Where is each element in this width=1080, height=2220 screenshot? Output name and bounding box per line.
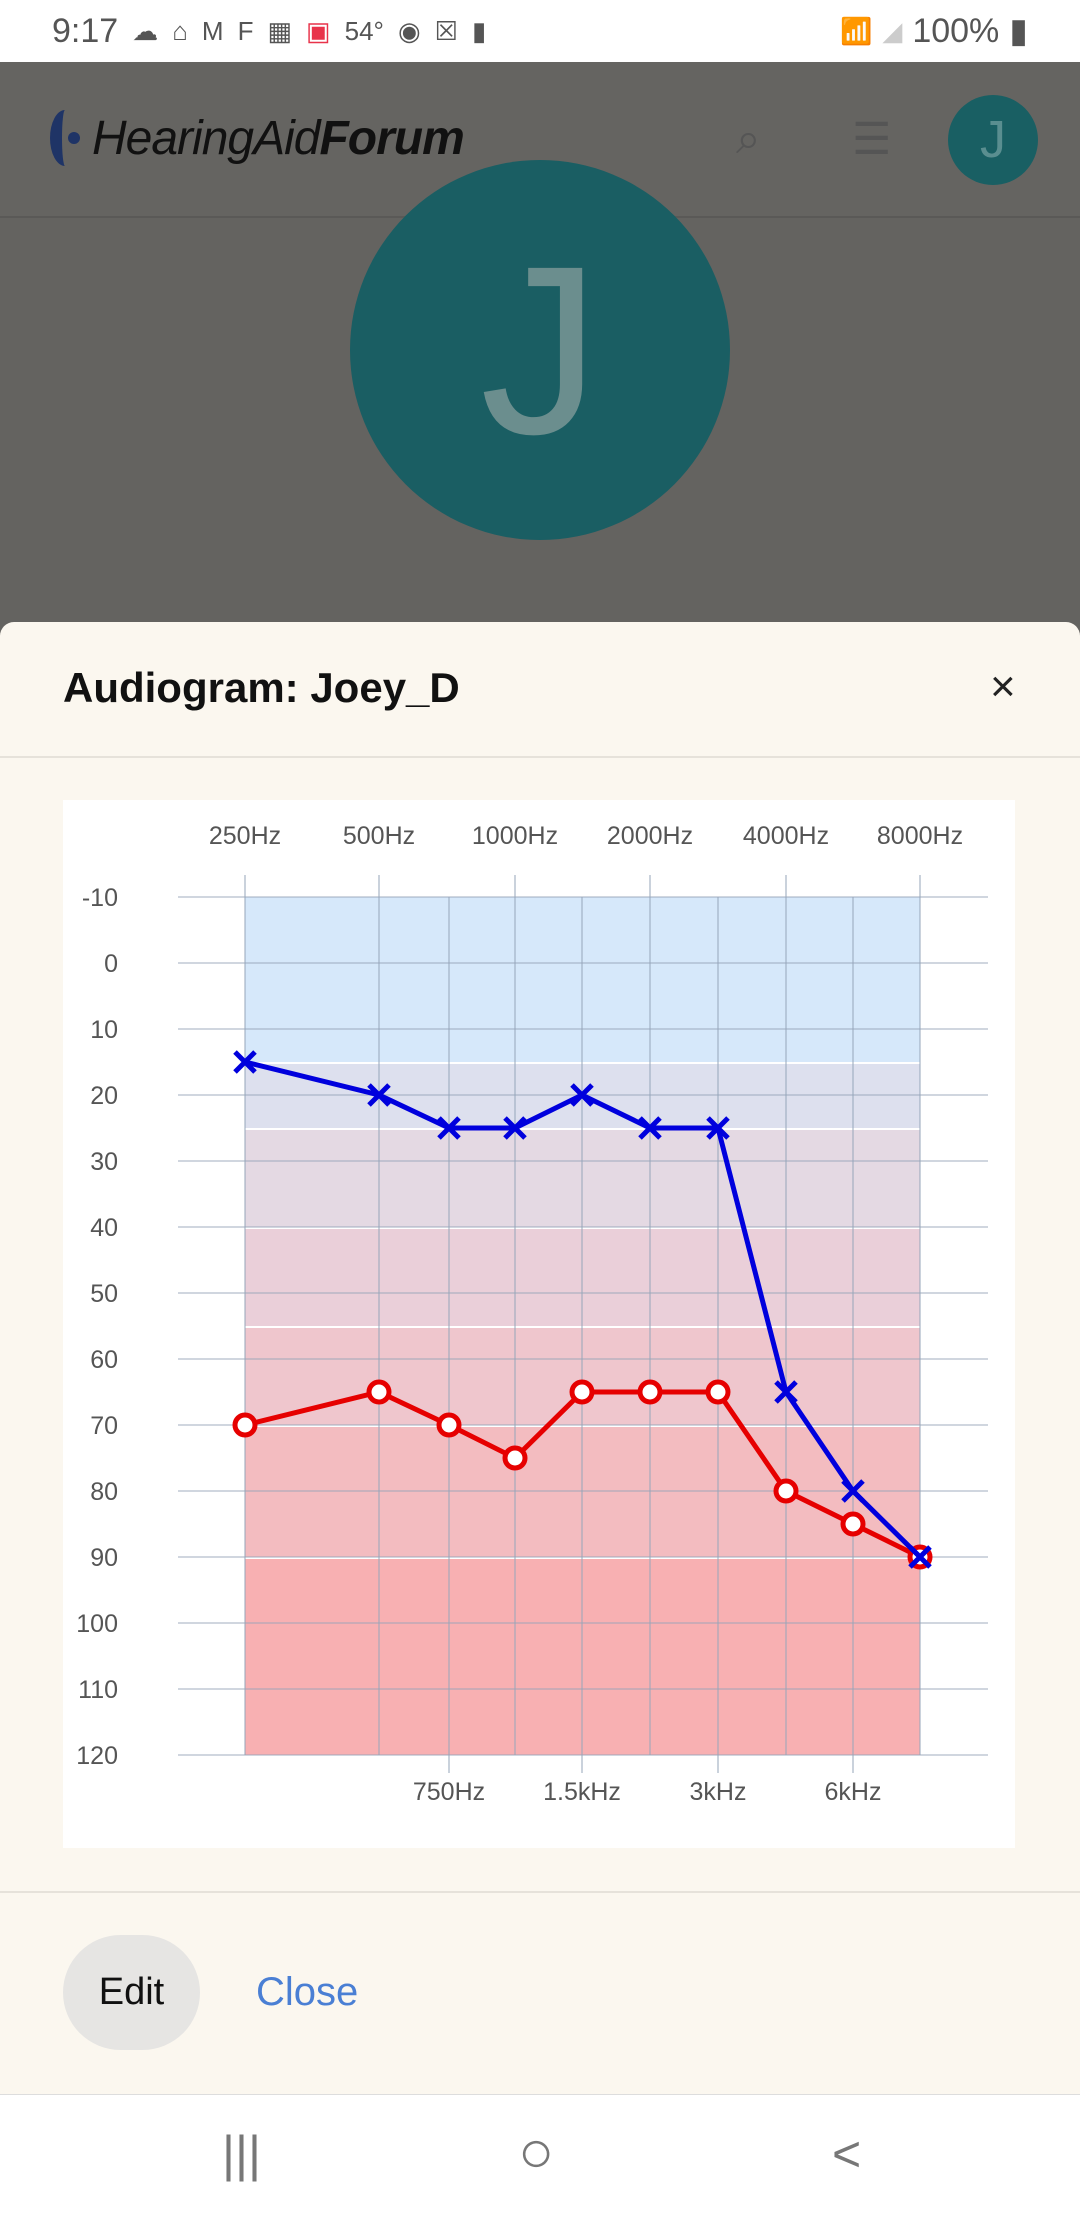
right-ear-point	[569, 1379, 595, 1405]
left-ear-point	[841, 1479, 865, 1503]
series-line-left-ear	[244, 1059, 922, 1559]
x-tick-label-top: 8000Hz	[877, 822, 963, 850]
y-tick-label: 40	[90, 1214, 118, 1242]
battery-text: 100%	[912, 11, 1000, 50]
left-ear-point	[774, 1380, 798, 1404]
x-tick-label-top: 1000Hz	[472, 822, 558, 850]
menu-icon[interactable]: ☰	[852, 115, 892, 164]
back-icon[interactable]: <	[832, 2126, 862, 2182]
y-tick-label: 30	[90, 1148, 118, 1176]
right-ear-point	[840, 1511, 866, 1537]
left-ear-point	[503, 1116, 527, 1140]
right-ear-point	[637, 1379, 663, 1405]
audiogram-chart: -10 0 10 20 30 40 50 60 70 80 90 100 110 120 250Hz 500H…	[63, 800, 1015, 1848]
right-ear-point	[705, 1379, 731, 1405]
status-bar: 9:17 ☁ ⌂ M F ▦ ▣ 54° ◉ ☒ ▮ 📶 ◢ 100% ▮	[0, 0, 1080, 62]
profile-avatar: J	[350, 160, 730, 540]
temperature: 54°	[344, 15, 384, 46]
y-tick-label: 100	[76, 1610, 118, 1638]
x-tick-label-top: 500Hz	[343, 822, 415, 850]
wifi-icon: 📶	[839, 15, 873, 46]
left-ear-point	[706, 1116, 730, 1140]
y-tick-label: 10	[90, 1016, 118, 1044]
fox-news-icon: ▦	[267, 15, 293, 46]
pdf-icon: ▣	[306, 15, 331, 46]
home-button-icon[interactable]: ○	[518, 2118, 555, 2185]
right-ear-point	[773, 1478, 799, 1504]
series-line-right-ear	[244, 1389, 922, 1560]
y-tick-label: -10	[82, 884, 118, 912]
recent-apps-icon[interactable]: |||	[222, 2126, 261, 2182]
search-icon[interactable]: ⌕	[736, 114, 761, 163]
logo-icon	[50, 110, 80, 166]
home-icon: ⌂	[172, 15, 188, 46]
y-tick-label: 0	[104, 950, 118, 978]
left-ear-point	[908, 1545, 932, 1569]
weather-icon: ☁	[132, 15, 159, 46]
right-ear-point	[436, 1412, 462, 1438]
left-ear-point	[570, 1083, 594, 1107]
y-tick-label: 90	[90, 1544, 118, 1572]
x-tick-label-bottom: 1.5kHz	[543, 1778, 621, 1806]
left-ear-point	[638, 1116, 662, 1140]
left-ear-point	[437, 1116, 461, 1140]
dialog-title: Audiogram: Joey_D	[63, 664, 460, 711]
right-ear-point	[232, 1412, 258, 1438]
android-nav-bar: ||| ○ <	[0, 2094, 1080, 2220]
x-tick-label-top: 4000Hz	[743, 822, 829, 850]
logo-text: HearingAid	[92, 111, 320, 165]
divider	[0, 756, 1080, 758]
y-tick-label: 70	[90, 1412, 118, 1440]
gmail-icon: M	[201, 15, 224, 46]
battery-saver-icon: ▮	[471, 15, 487, 46]
audiogram-dialog: Audiogram: Joey_D × -10 0 10 20 30 40 50 60 70 80…	[0, 622, 1080, 2094]
no-signal-icon: ◢	[882, 15, 903, 46]
audiogram-svg: -10 0 10 20 30 40 50 60 70 80 90 100 110 120 250Hz 500H…	[76, 822, 988, 1806]
x-tick-label-bottom: 3kHz	[690, 1778, 747, 1806]
close-button[interactable]: Close	[256, 1970, 359, 2014]
x-tick-label-top: 250Hz	[209, 822, 281, 850]
y-tick-label: 120	[76, 1742, 118, 1770]
battery-icon: ▮	[1009, 12, 1028, 50]
y-tick-label: 20	[90, 1082, 118, 1110]
divider	[0, 1891, 1080, 1893]
right-ear-point	[366, 1379, 392, 1405]
edit-button[interactable]: Edit	[63, 1935, 200, 2050]
user-avatar[interactable]: J	[948, 95, 1038, 185]
x-tick-label-bottom: 6kHz	[825, 1778, 882, 1806]
left-ear-point	[367, 1083, 391, 1107]
left-ear-point	[233, 1050, 257, 1074]
x-tick-label-bottom: 750Hz	[413, 1778, 485, 1806]
flipboard-icon: F	[237, 15, 254, 46]
clock: 9:17	[52, 11, 119, 50]
close-box-icon: ☒	[434, 15, 458, 46]
podcast-icon: ◉	[397, 15, 421, 46]
y-tick-label: 50	[90, 1280, 118, 1308]
close-icon[interactable]: ×	[990, 662, 1016, 711]
right-ear-point	[502, 1445, 528, 1471]
y-tick-label: 110	[78, 1676, 118, 1704]
y-tick-label: 60	[90, 1346, 118, 1374]
y-tick-label: 80	[90, 1478, 118, 1506]
site-logo[interactable]: HearingAid Forum	[50, 110, 465, 166]
x-tick-label-top: 2000Hz	[607, 822, 693, 850]
logo-text-bold: Forum	[319, 111, 464, 165]
